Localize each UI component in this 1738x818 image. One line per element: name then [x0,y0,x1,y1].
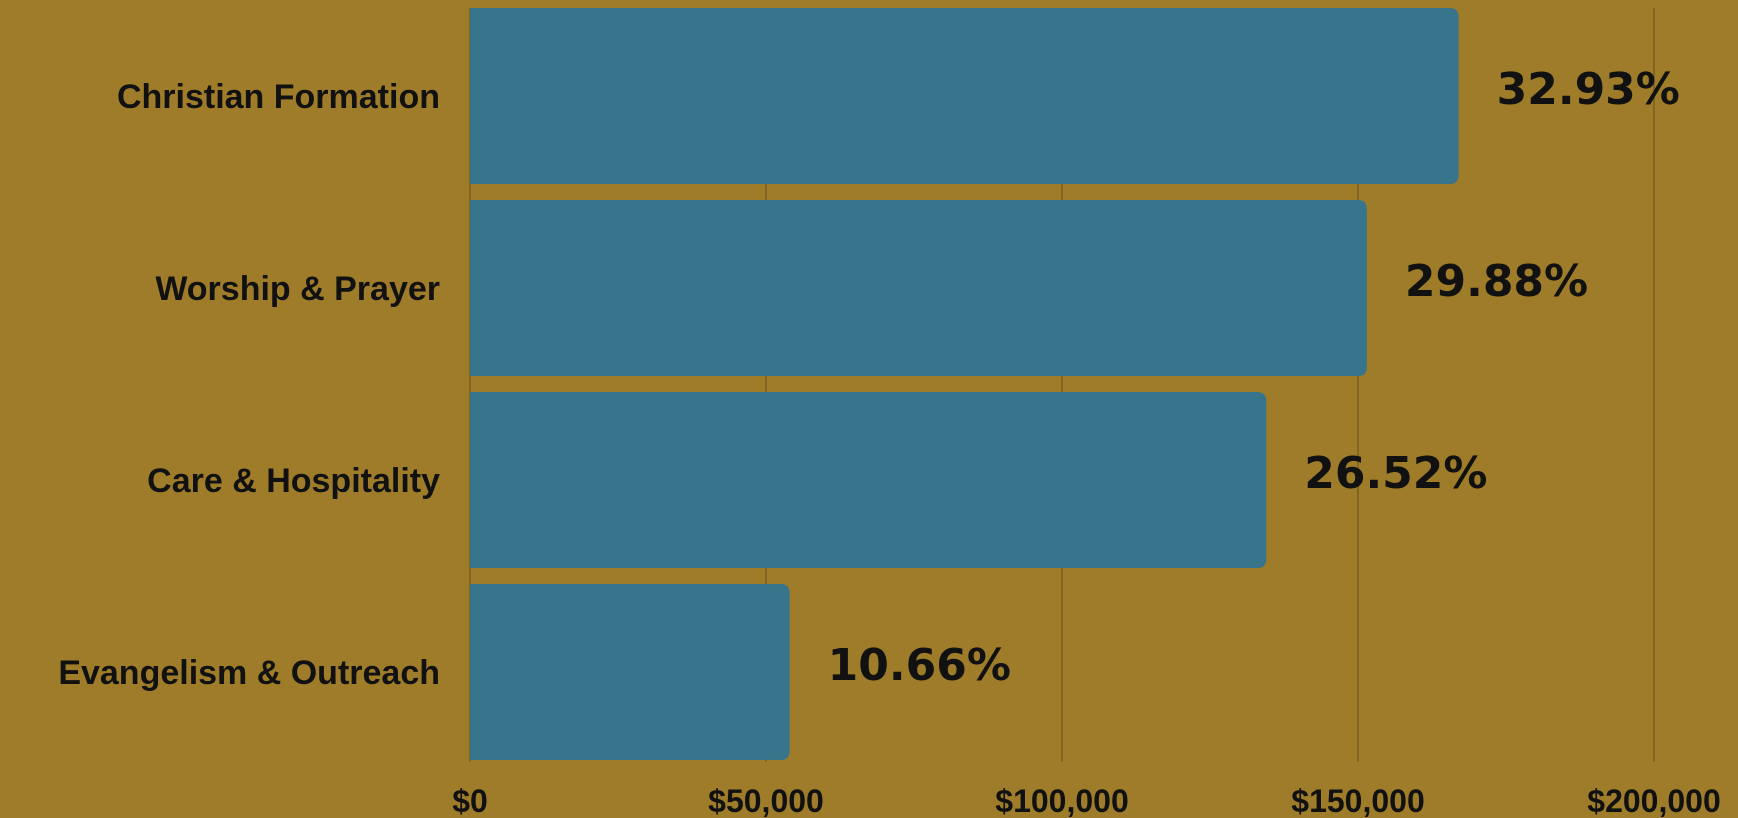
x-tick-label: $50,000 [708,783,824,818]
bar-worship-and-prayer [470,200,1367,376]
x-tick-label: $100,000 [995,783,1128,818]
bars [470,8,1459,760]
data-label-worship-and-prayer: 29.88% [1405,256,1588,307]
category-label-christian-formation: Christian Formation [117,78,440,116]
category-label-worship-and-prayer: Worship & Prayer [155,270,440,308]
bar-care-and-hospitality [470,392,1267,568]
data-labels: 32.93% 29.88% 26.52% 10.66% [828,64,1680,691]
x-tick-label: $150,000 [1291,783,1424,818]
data-label-evangelism-and-outreach: 10.66% [828,640,1011,691]
x-tick-label: $200,000 [1587,783,1720,818]
category-label-evangelism-and-outreach: Evangelism & Outreach [58,654,440,692]
category-labels: Christian Formation Worship & Prayer Care … [58,78,440,692]
data-label-care-and-hospitality: 26.52% [1304,448,1487,499]
category-label-care-and-hospitality: Care & Hospitality [147,462,440,500]
x-tick-label: $0 [452,783,488,818]
x-axis-tick-labels: $0 $50,000 $100,000 $150,000 $200,000 [452,783,1721,818]
data-label-christian-formation: 32.93% [1497,64,1680,115]
bar-christian-formation [470,8,1459,184]
bar-evangelism-and-outreach [470,584,790,760]
